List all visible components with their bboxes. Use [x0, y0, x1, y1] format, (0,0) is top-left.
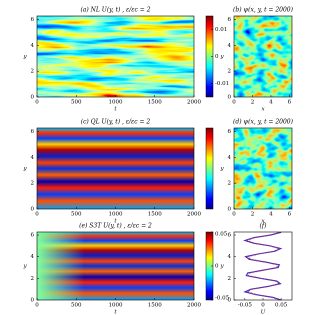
profile-line — [243, 231, 283, 301]
x-tick-label: 0.05 — [275, 303, 288, 309]
y-tick-label: 0 — [228, 298, 232, 304]
x-tick-label: 0 — [261, 303, 265, 309]
x-tick-label: 0 — [232, 100, 236, 106]
panel-title: (e) S3T U(y, t) , ε/εc = 2 — [79, 223, 152, 230]
heatmap-field — [37, 128, 194, 209]
panel-title: (a) NL U(y, t) , ε/εc = 2 — [80, 7, 150, 14]
y-tick-label: 2 — [31, 69, 35, 75]
x-tick-label: 2 — [251, 100, 255, 106]
x-axis-label: t — [114, 107, 117, 113]
x-axis-label: U — [261, 310, 266, 315]
y-tick-label: 4 — [228, 254, 232, 260]
x-tick-label: 500 — [71, 303, 82, 309]
x-tick-label: 500 — [71, 212, 82, 218]
y-tick-label: 0 — [228, 95, 232, 101]
heatmap-field — [234, 16, 292, 97]
x-tick-label: 1000 — [109, 212, 123, 218]
y-axis-label: y — [22, 264, 27, 270]
plot-frame — [233, 127, 293, 210]
x-tick-label: 4 — [269, 212, 273, 218]
y-tick-label: 4 — [228, 43, 232, 49]
x-tick-label: 1000 — [109, 100, 123, 106]
y-tick-label: 6 — [228, 17, 232, 23]
x-tick-label: 0 — [35, 303, 39, 309]
x-tick-label: 6 — [288, 212, 292, 218]
x-tick-label: 1000 — [109, 303, 123, 309]
profile-line — [245, 231, 281, 301]
y-tick-label: 4 — [31, 254, 35, 260]
y-tick-label: 2 — [228, 181, 232, 187]
y-tick-label: 6 — [31, 233, 35, 239]
x-tick-label: 2 — [251, 212, 255, 218]
x-tick-label: 2000 — [187, 212, 201, 218]
colorbar-tick-label: 0.01 — [215, 27, 227, 33]
plot-frame — [233, 15, 293, 98]
y-tick-label: 2 — [31, 181, 35, 187]
y-tick-label: 0 — [31, 207, 35, 213]
y-tick-label: 0 — [228, 207, 232, 213]
heatmap-field — [37, 16, 194, 97]
colorbar-tick-label: 0 — [215, 54, 219, 60]
y-tick-label: 4 — [228, 155, 232, 161]
y-axis-label: y — [22, 166, 27, 172]
x-axis-label: t — [114, 310, 117, 315]
y-axis-label: y — [219, 166, 224, 172]
y-tick-label: 6 — [228, 233, 232, 239]
x-tick-label: 0 — [35, 212, 39, 218]
x-tick-label: 2000 — [187, 100, 201, 106]
colorbar-tick-label: 0.05 — [215, 232, 228, 238]
panel-title: (d) ψ(x, y, t = 2000) — [233, 119, 294, 126]
x-tick-label: 1500 — [148, 212, 162, 218]
heatmap-field — [234, 128, 292, 209]
x-tick-label: 1500 — [148, 100, 162, 106]
x-axis-label: t — [114, 219, 117, 225]
y-axis-label: y — [22, 54, 27, 60]
x-tick-label: 6 — [288, 100, 292, 106]
panel-title: (c) QL U(y, t) , ε/εc = 2 — [81, 119, 151, 126]
y-axis-label: y — [219, 264, 224, 270]
y-tick-label: 0 — [31, 298, 35, 304]
y-axis-label: y — [219, 54, 224, 60]
colorbar-tick-label: -0.05 — [215, 296, 230, 302]
x-tick-label: 2000 — [187, 303, 201, 309]
y-tick-label: 4 — [31, 43, 35, 49]
x-tick-label: 0 — [232, 212, 236, 218]
initial-state — [37, 232, 194, 300]
plot-frame — [233, 231, 293, 301]
x-tick-label: 0 — [35, 100, 39, 106]
y-tick-label: 2 — [31, 276, 35, 282]
y-tick-label: 6 — [228, 129, 232, 135]
y-tick-label: 6 — [31, 129, 35, 135]
x-tick-label: 1500 — [148, 303, 162, 309]
colorbar — [205, 127, 214, 210]
colorbar-tick-label: -0.01 — [215, 81, 229, 87]
x-axis-label: x — [261, 219, 265, 225]
colorbar-tick-label: 0 — [215, 264, 219, 270]
y-tick-label: 2 — [228, 69, 232, 75]
y-tick-label: 0 — [31, 95, 35, 101]
y-tick-label: 2 — [228, 276, 232, 282]
y-tick-label: 4 — [31, 155, 35, 161]
x-tick-label: -0.05 — [238, 303, 253, 309]
x-tick-label: 500 — [71, 100, 82, 106]
x-tick-label: 4 — [269, 100, 273, 106]
x-axis-label: x — [261, 107, 265, 113]
panel-title: (b) ψ(x, y, t = 2000) — [233, 7, 294, 14]
y-tick-label: 6 — [31, 17, 35, 23]
panel-title: (f) — [260, 223, 268, 230]
